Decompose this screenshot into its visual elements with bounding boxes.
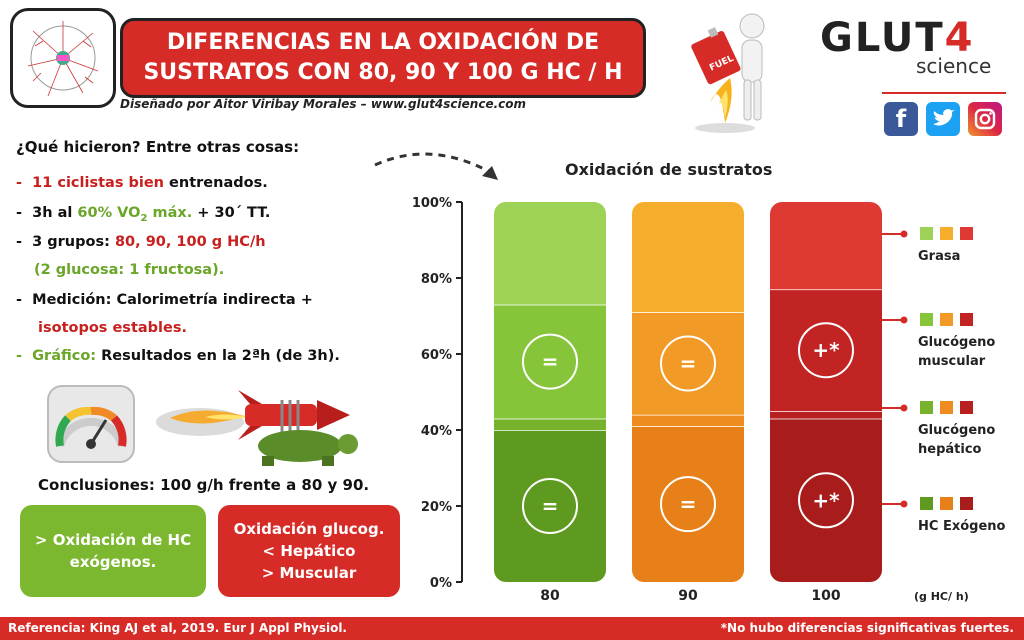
dashed-arrow-icon [370, 140, 510, 190]
x-tick-label: 80 [540, 588, 560, 604]
method-item-3: - 3 grupos: 80, 90, 100 g HC/h [16, 234, 266, 250]
title-line-2: SUSTRATOS CON 80, 90 Y 100 G HC / H [143, 60, 623, 85]
legend-swatch [960, 401, 973, 414]
y-tick-label: 60% [421, 348, 452, 363]
legend-dot [900, 404, 908, 412]
bar-segment [770, 418, 882, 582]
bar-segment [632, 426, 744, 582]
fuel-figure-illustration: FUEL [680, 8, 790, 138]
marker-circle [660, 476, 716, 533]
legend-swatch [940, 401, 953, 414]
bar-segment [632, 312, 744, 415]
brand-main-text: GLUT [820, 15, 945, 61]
rocket-turtle-illustration [150, 360, 370, 470]
chart-title: Oxidación de sustratos [565, 160, 773, 179]
marker-circle [798, 472, 854, 529]
speed-gauge-icon [46, 384, 136, 464]
bar-segment [632, 202, 744, 313]
y-tick-label: 0% [430, 576, 452, 591]
legend-swatch [940, 497, 953, 510]
footer-bar: Referencia: King AJ et al, 2019. Eur J A… [0, 617, 1024, 640]
conclusion-red-box: Oxidación glucog. < Hepático > Muscular [218, 505, 400, 597]
bar-segment [494, 304, 606, 419]
marker-circle [522, 478, 578, 534]
marker-circle [798, 322, 854, 379]
legend-label: muscular [918, 354, 986, 369]
stacked-bar-chart: 0% 20% 40% 60% 80% 100% = = 80 = = 90 +* +* 100 (g HC/ … [412, 196, 1006, 604]
legend-swatch [940, 313, 953, 326]
bar-segment [494, 430, 606, 582]
conclusion-green-box: > Oxidación de HC exógenos. [20, 505, 206, 597]
x-tick-label: 90 [678, 588, 698, 604]
facebook-icon[interactable]: f [884, 102, 918, 136]
title-line-1: DIFERENCIAS EN LA OXIDACIÓN DE [166, 30, 600, 55]
x-axis-label: (g HC/ h) [914, 590, 969, 603]
brand-number: 4 [944, 15, 975, 61]
marker-symbol: = [542, 350, 559, 374]
legend-label: Glucógeno [918, 335, 995, 350]
method-item-4b: isotopos estables. [38, 320, 187, 336]
legend-dot [900, 230, 908, 238]
marker-symbol: = [680, 352, 697, 376]
marker-symbol: = [680, 492, 697, 516]
method-question: ¿Qué hicieron? Entre otras cosas: [16, 138, 300, 156]
marker-symbol: +* [812, 488, 840, 512]
legend-swatch [940, 227, 953, 240]
legend-label: hepático [918, 442, 982, 457]
x-tick-label: 100 [811, 588, 840, 604]
title-banner: DIFERENCIAS EN LA OXIDACIÓN DE SUSTRATOS… [120, 18, 646, 98]
method-item-1: - 11 ciclistas bien entrenados. [16, 175, 268, 191]
social-divider [882, 92, 1006, 94]
legend-swatch [920, 227, 933, 240]
footer-reference: Referencia: King AJ et al, 2019. Eur J A… [8, 621, 347, 635]
legend-swatch [920, 313, 933, 326]
footer-note: *No hubo diferencias significativas fuer… [720, 621, 1014, 635]
method-item-4: - Medición: Calorimetría indirecta + [16, 292, 313, 308]
legend-swatch [960, 227, 973, 240]
y-tick-label: 40% [421, 424, 452, 439]
bar-segment [770, 202, 882, 290]
bar-segment [632, 414, 744, 427]
legend-swatch [920, 401, 933, 414]
legend-swatch [920, 497, 933, 510]
marker-symbol: = [542, 494, 559, 518]
bar-segment [494, 202, 606, 305]
bar-segment [770, 289, 882, 411]
legend-swatch [960, 497, 973, 510]
y-tick-label: 20% [421, 500, 452, 515]
method-item-5: - Gráfico: Resultados en la 2ªh (de 3h). [16, 348, 340, 364]
brand-logo: GLUT4 science [820, 18, 1010, 78]
brand-sub-text: science [916, 54, 992, 78]
bar-segment [770, 411, 882, 419]
legend-label: Grasa [918, 249, 960, 264]
legend-label: Glucógeno [918, 423, 995, 438]
credit-text: Diseñado por Aitor Viribay Morales – www… [120, 97, 527, 111]
legend-dot [900, 316, 908, 324]
bar-segment [494, 418, 606, 430]
glut4-logo-image [10, 8, 116, 108]
y-tick-label: 100% [412, 196, 452, 211]
marker-symbol: +* [812, 338, 840, 362]
marker-circle [522, 333, 578, 390]
instagram-icon[interactable] [968, 102, 1002, 136]
twitter-icon[interactable] [926, 102, 960, 136]
neuron-logo-icon [27, 21, 99, 97]
method-item-2: - 3h al 60% VO2 máx. + 30´ TT. [16, 205, 271, 224]
legend-label: HC Exógeno [918, 519, 1006, 534]
y-tick-label: 80% [421, 272, 452, 287]
legend-dot [900, 500, 908, 508]
method-item-3b: (2 glucosa: 1 fructosa). [34, 262, 225, 278]
marker-circle [660, 335, 716, 392]
conclusions-title: Conclusiones: 100 g/h frente a 80 y 90. [38, 476, 370, 494]
legend-swatch [960, 313, 973, 326]
